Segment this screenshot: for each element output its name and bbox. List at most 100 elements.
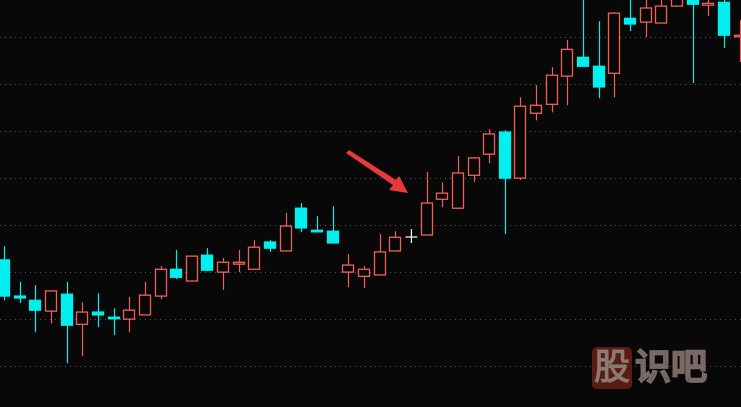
candle-up (122, 297, 136, 333)
candle-body (701, 2, 715, 6)
candle-down (294, 203, 308, 233)
candle-up (467, 156, 481, 183)
candle-down (107, 308, 121, 336)
candle-body (169, 268, 183, 278)
candle-body (623, 17, 637, 25)
watermark-logo: 股 识吧 (592, 346, 708, 390)
candle-body (0, 259, 11, 297)
candle-body (357, 268, 371, 277)
candle-body (686, 0, 700, 5)
candle-body (44, 290, 58, 312)
candle-down (13, 281, 27, 304)
candle-body (670, 0, 684, 7)
candle-body (498, 131, 512, 179)
candle-body (467, 157, 481, 176)
annotation-arrow (346, 150, 408, 193)
candle-down (592, 21, 606, 99)
candle-up (733, 20, 741, 63)
candle-body (13, 295, 27, 299)
watermark-text: 识吧 (634, 346, 708, 389)
candle-up (388, 231, 402, 252)
candle-down (310, 216, 324, 233)
candle-body (529, 104, 543, 114)
candle-body (654, 5, 668, 24)
candle-body (294, 207, 308, 229)
candle-up (701, 0, 715, 16)
candle-up (639, 0, 653, 38)
candle-up (654, 0, 668, 24)
candle-up (529, 85, 543, 121)
candle-up (420, 172, 434, 236)
candle-up (357, 266, 371, 289)
candle-up (341, 254, 355, 288)
candle-up (138, 281, 152, 316)
candle-body (576, 56, 590, 67)
candle-up (670, 0, 684, 7)
candle-down (686, 0, 700, 84)
candle-body (91, 311, 105, 316)
candle-up (247, 240, 261, 270)
candle-body (373, 251, 387, 276)
candle-body (263, 241, 277, 249)
candle-up (154, 266, 168, 299)
candle-body (247, 246, 261, 270)
candle-down (28, 285, 42, 333)
candle-up (373, 234, 387, 276)
candle-body (545, 74, 559, 105)
candle-body (185, 255, 199, 282)
candle-body (733, 34, 741, 38)
candle-body (607, 12, 621, 74)
candle-body (326, 230, 340, 244)
candle-down (717, 0, 731, 48)
candle-down (326, 206, 340, 244)
candle-body (232, 261, 246, 265)
candle-body (639, 7, 653, 23)
candle-body (420, 202, 434, 236)
candle-body (216, 261, 230, 273)
candle-body (435, 192, 449, 200)
candle-up (232, 250, 246, 273)
candle-down (498, 130, 512, 235)
candle-down (169, 250, 183, 280)
candle-body (451, 172, 465, 209)
candle-down (0, 246, 11, 301)
candle-body (107, 316, 121, 320)
candle-body (388, 236, 402, 252)
candle-body (200, 254, 214, 271)
candle-body (341, 264, 355, 273)
candle-body (154, 268, 168, 297)
candle-body (717, 1, 731, 36)
candle-body (279, 225, 293, 252)
candle-down (200, 248, 214, 272)
candle-down (263, 240, 277, 252)
candle-body (138, 294, 152, 316)
candle-up (451, 156, 465, 210)
candle-body (310, 229, 324, 233)
candle-up (216, 258, 230, 290)
candle-up (44, 290, 58, 324)
candle-body (28, 299, 42, 311)
candle-down (576, 0, 590, 67)
candle-body (75, 311, 89, 325)
candle-body (560, 48, 574, 77)
candle-down (623, 0, 637, 32)
candle-body (513, 105, 527, 179)
candle-down (91, 293, 105, 328)
candle-up (75, 302, 89, 357)
candle-up (560, 39, 574, 106)
candle-up (545, 67, 559, 113)
candle-up (279, 212, 293, 252)
candle-body (60, 293, 74, 326)
candle-up (435, 182, 449, 208)
candle-down (60, 281, 74, 364)
candle-up (185, 255, 199, 282)
candle-body (592, 65, 606, 88)
candle-body (122, 309, 136, 320)
candle-up (513, 97, 527, 181)
candle-up (482, 129, 496, 164)
candle-up (607, 12, 621, 98)
candle-body (482, 133, 496, 155)
watermark-boxed-char: 股 (592, 347, 633, 389)
